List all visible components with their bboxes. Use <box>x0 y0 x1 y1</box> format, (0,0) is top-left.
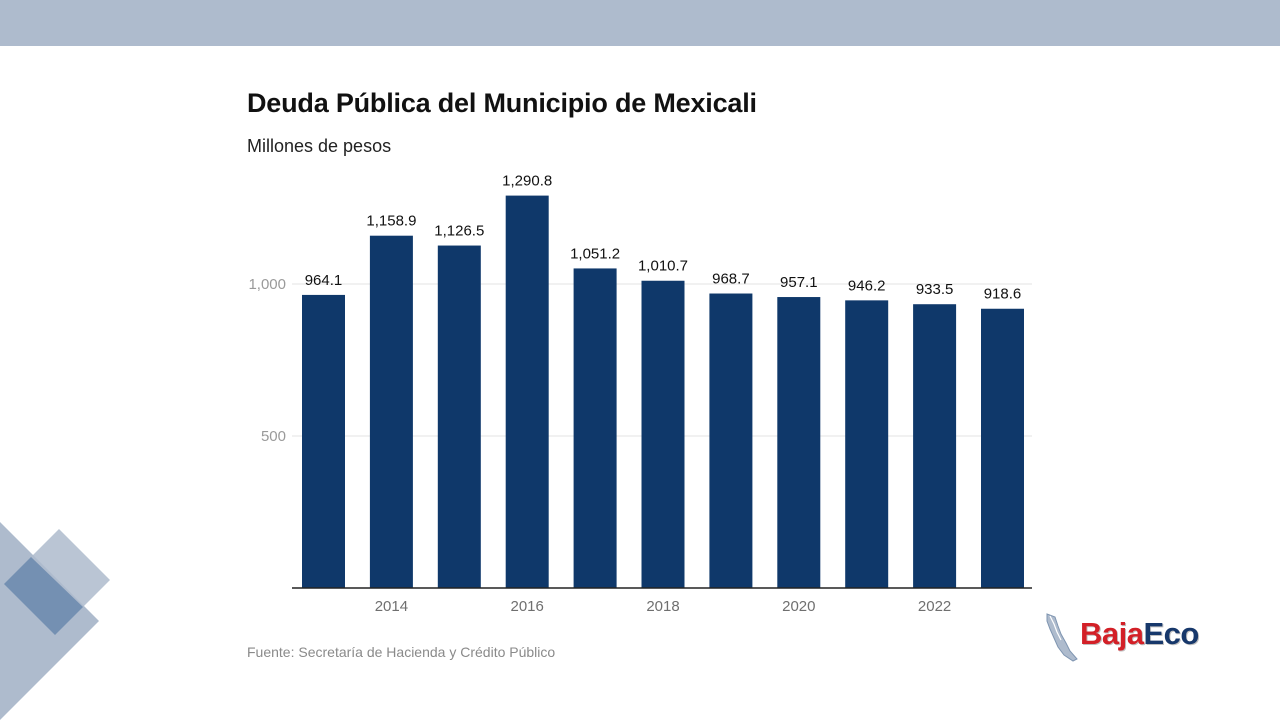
bar <box>437 245 481 588</box>
source-note: Fuente: Secretaría de Hacienda y Crédito… <box>247 644 556 660</box>
bar <box>573 268 617 588</box>
data-label: 1,051.2 <box>570 245 620 262</box>
x-tick-label: 2014 <box>375 598 408 615</box>
y-tick-label: 1,000 <box>248 276 286 293</box>
data-label: 1,290.8 <box>502 173 552 190</box>
bar <box>845 300 889 588</box>
data-label: 964.1 <box>305 272 343 289</box>
x-tick-label: 2016 <box>511 598 544 615</box>
x-tick-label: 2020 <box>782 598 815 615</box>
data-label: 918.6 <box>984 286 1022 303</box>
bar <box>641 280 685 588</box>
data-label: 1,010.7 <box>638 258 688 275</box>
data-label: 946.2 <box>848 277 886 294</box>
chart-subtitle: Millones de pesos <box>247 136 392 156</box>
bar <box>505 195 549 588</box>
logo-eco: Eco <box>1143 616 1199 651</box>
logo-wordmark: BajaEco <box>1080 616 1199 652</box>
bajaeco-logo: BajaEco <box>1044 612 1224 664</box>
data-label: 968.7 <box>712 271 750 288</box>
bar <box>777 297 821 588</box>
data-label: 933.5 <box>916 281 954 298</box>
bar <box>913 304 957 588</box>
logo-baja: Baja <box>1080 616 1144 651</box>
bar <box>369 235 413 588</box>
bar <box>709 293 753 588</box>
y-tick-label: 500 <box>261 428 286 445</box>
x-tick-label: 2018 <box>646 598 679 615</box>
bar <box>981 308 1024 588</box>
data-label: 1,158.9 <box>366 213 416 230</box>
data-label: 957.1 <box>780 274 818 291</box>
data-label: 1,126.5 <box>434 223 484 240</box>
x-tick-label: 2022 <box>918 598 951 615</box>
chart-title: Deuda Pública del Municipio de Mexicali <box>247 88 757 118</box>
top-band <box>0 0 1280 46</box>
bar <box>302 294 345 588</box>
baja-california-map-icon <box>1046 613 1078 662</box>
